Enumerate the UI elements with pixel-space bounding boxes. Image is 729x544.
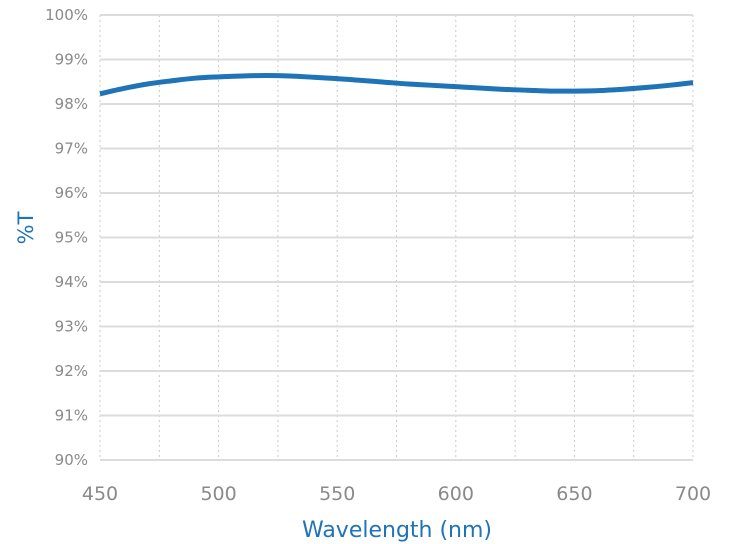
y-tick-label: 92%: [55, 362, 88, 380]
x-tick-label: 700: [675, 483, 711, 505]
x-tick-label: 600: [438, 483, 474, 505]
x-tick-label: 550: [319, 483, 355, 505]
y-tick-label: 97%: [55, 140, 88, 158]
y-tick-label: 90%: [55, 451, 88, 469]
x-tick-label: 650: [556, 483, 592, 505]
y-tick-label: 94%: [55, 273, 88, 291]
y-tick-label: 95%: [55, 229, 88, 247]
x-tick-label: 500: [200, 483, 236, 505]
y-tick-label: 96%: [55, 184, 88, 202]
x-axis-title: Wavelength (nm): [302, 518, 492, 543]
y-tick-label: 98%: [55, 95, 88, 113]
major-gridlines: [100, 14, 693, 461]
minor-gridlines: [99, 15, 694, 460]
y-tick-label: 100%: [45, 6, 88, 24]
y-axis-title: %T: [14, 211, 38, 244]
y-tick-labels: 90% 91% 92% 93% 94% 95% 96% 97% 98% 99% 100%: [45, 6, 88, 469]
y-tick-label: 91%: [55, 407, 88, 425]
series-line: [99, 73, 694, 97]
series-layer: [99, 73, 694, 97]
y-tick-label: 99%: [55, 51, 88, 69]
x-tick-labels: 450 500 550 600 650 700: [82, 483, 711, 505]
x-tick-label: 450: [82, 483, 118, 505]
y-tick-label: 93%: [55, 318, 88, 336]
